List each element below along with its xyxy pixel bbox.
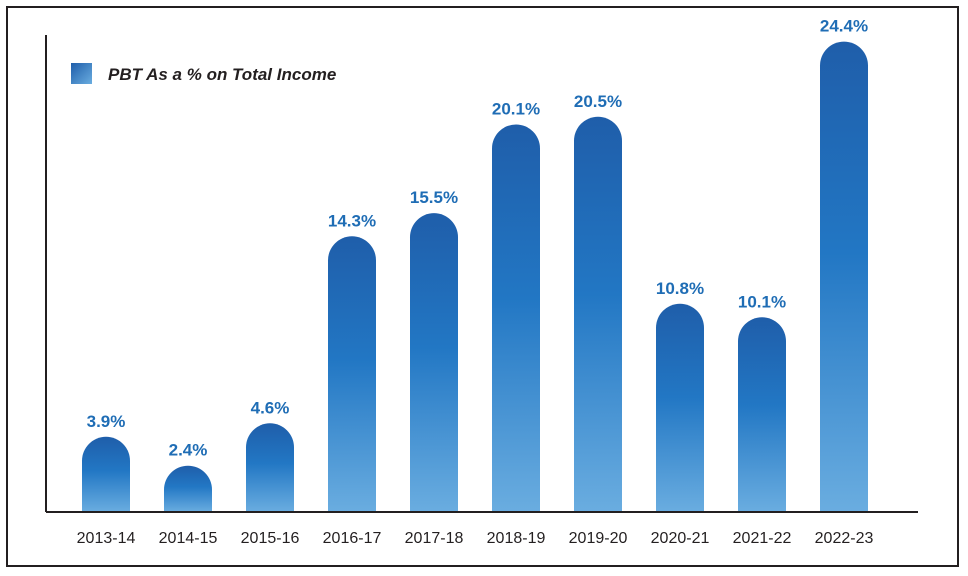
bar-2021-22: [738, 317, 786, 512]
bar-2018-19: [492, 124, 540, 512]
bars-group: [82, 41, 868, 513]
x-tick-label-2019-20: 2019-20: [569, 530, 628, 547]
x-tick-label-2022-23: 2022-23: [815, 530, 874, 547]
bar-2016-17: [328, 236, 376, 512]
value-label-2016-17: 14.3%: [328, 211, 376, 230]
chart-frame: [6, 6, 959, 567]
x-tick-label-2021-22: 2021-22: [733, 530, 792, 547]
value-label-2020-21: 10.8%: [656, 279, 704, 298]
x-tick-labels-group: 2013-14 2014-15 2015-16 2016-17 2017-18 2018-…: [77, 530, 874, 547]
bar-2019-20: [574, 116, 622, 512]
bar-2013-14: [82, 436, 130, 512]
x-tick-label-2017-18: 2017-18: [405, 530, 464, 547]
bar-2014-15: [164, 465, 212, 512]
value-label-2021-22: 10.1%: [738, 292, 786, 311]
x-tick-label-2014-15: 2014-15: [159, 530, 218, 547]
bar-2022-23: [820, 41, 868, 513]
bar-2015-16: [246, 423, 294, 512]
value-label-2014-15: 2.4%: [169, 441, 208, 460]
x-tick-label-2013-14: 2013-14: [77, 530, 136, 547]
value-label-2018-19: 20.1%: [492, 99, 540, 118]
legend-label: PBT As a % on Total Income: [108, 65, 336, 84]
legend-swatch: [71, 63, 92, 84]
value-label-2019-20: 20.5%: [574, 92, 622, 111]
value-label-2022-23: 24.4%: [820, 17, 868, 36]
x-tick-label-2015-16: 2015-16: [241, 530, 300, 547]
value-label-2015-16: 4.6%: [251, 398, 290, 417]
x-tick-label-2016-17: 2016-17: [323, 530, 382, 547]
value-labels-group: 3.9% 2.4% 4.6% 14.3% 15.5% 20.1% 20.5% 10.8% 10.…: [87, 17, 868, 460]
x-tick-label-2018-19: 2018-19: [487, 530, 546, 547]
bar-2020-21: [656, 303, 704, 512]
legend: PBT As a % on Total Income: [71, 63, 336, 84]
x-tick-label-2020-21: 2020-21: [651, 530, 710, 547]
value-label-2013-14: 3.9%: [87, 412, 126, 431]
bar-2017-18: [410, 213, 458, 512]
value-label-2017-18: 15.5%: [410, 188, 458, 207]
